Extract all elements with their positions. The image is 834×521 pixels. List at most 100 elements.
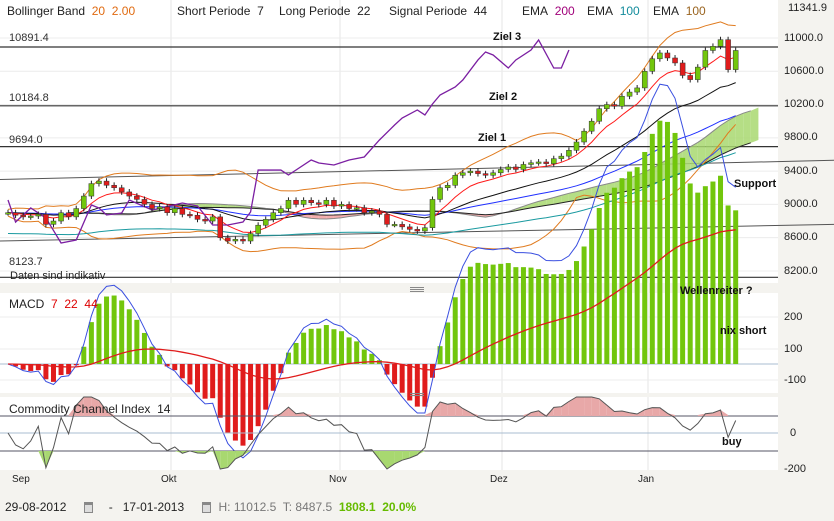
calendar-icon[interactable] xyxy=(84,502,94,514)
macd-bar xyxy=(589,229,595,364)
macd-bar xyxy=(66,364,72,375)
macd-bar xyxy=(695,192,701,364)
macd-bar xyxy=(710,181,716,364)
cci-overbought-fill xyxy=(621,410,630,416)
macd-bar xyxy=(369,353,375,364)
macd-legend[interactable]: MACD 7 22 44 xyxy=(9,297,98,311)
macd-bar xyxy=(490,264,496,364)
macd-bar xyxy=(483,264,489,364)
candle xyxy=(270,212,277,220)
candle xyxy=(217,216,223,238)
legend-value: 100 xyxy=(685,4,706,18)
candle xyxy=(149,204,155,209)
macd-bar xyxy=(452,297,458,364)
buy-annotation: buy xyxy=(722,436,742,448)
cci-overbought-fill xyxy=(83,397,92,416)
from-date-field[interactable]: 29-08-2012 xyxy=(5,500,67,514)
macd-bar xyxy=(316,328,322,364)
macd-bar xyxy=(210,364,216,399)
cci-overbought-fill xyxy=(553,406,562,416)
macd-bar xyxy=(407,364,413,401)
candle xyxy=(702,50,709,68)
candle xyxy=(414,229,421,232)
legend-label: Bollinger Band xyxy=(7,4,86,18)
cci-overbought-fill xyxy=(455,403,463,416)
candle xyxy=(732,50,739,70)
legend-label: MACD xyxy=(9,297,45,311)
candle xyxy=(81,195,87,209)
panel-resize-handle[interactable] xyxy=(410,287,424,292)
candle xyxy=(346,204,352,209)
legend-label: Short Periode xyxy=(177,4,251,18)
long-period-legend[interactable]: Long Periode 22 xyxy=(279,4,370,18)
candle xyxy=(422,227,428,232)
candle xyxy=(687,75,693,80)
signal-period-legend[interactable]: Signal Periode 44 xyxy=(389,4,487,18)
legend-value: 7 xyxy=(257,4,264,18)
candle xyxy=(604,104,610,109)
macd-bar xyxy=(164,364,170,367)
candle xyxy=(353,207,360,210)
footer-range: 29-08-2012 - 17-01-2013 H: 11012.5 T: 84… xyxy=(5,500,416,514)
bollinger-legend[interactable]: Bollinger Band 20 2.00 xyxy=(7,4,135,18)
ema100-brown-legend[interactable]: EMA 100 xyxy=(653,4,706,18)
candle xyxy=(12,212,19,216)
level-label: 10891.4 xyxy=(9,32,49,44)
macd-bar xyxy=(111,295,117,364)
candle xyxy=(88,183,95,197)
candle xyxy=(369,210,375,213)
target-3-annotation: Ziel 3 xyxy=(493,31,522,43)
cci-overbought-fill xyxy=(91,397,99,416)
candle xyxy=(225,237,231,242)
candle xyxy=(588,120,595,132)
candle xyxy=(520,164,527,170)
macd-bar xyxy=(422,364,428,407)
ema200-legend[interactable]: EMA 200 xyxy=(522,4,575,18)
macd-bar xyxy=(346,337,352,364)
ema100-teal-legend[interactable]: EMA 100 xyxy=(587,4,640,18)
calendar-icon[interactable] xyxy=(202,502,212,514)
level-label: 8123.7 xyxy=(9,256,43,268)
macd-bar xyxy=(581,246,587,364)
cci-overbought-fill xyxy=(576,397,585,416)
cci-oversold-fill xyxy=(417,451,425,455)
cloud-segment xyxy=(728,116,736,152)
macd-bar xyxy=(293,342,299,364)
macd-bar xyxy=(680,157,686,364)
legend-value: 44 xyxy=(84,297,98,311)
macd-bar xyxy=(96,303,102,364)
macd-axis-label: 100 xyxy=(784,343,803,355)
target-1-annotation: Ziel 1 xyxy=(478,132,507,144)
candle xyxy=(103,180,110,186)
macd-bar xyxy=(339,331,345,364)
cci-legend[interactable]: Commodity Channel Index 14 xyxy=(9,402,170,416)
panel-resize-handle[interactable] xyxy=(410,393,424,396)
cci-oversold-fill xyxy=(212,451,221,469)
macd-bar xyxy=(657,120,663,364)
candle xyxy=(399,224,405,228)
candle xyxy=(156,206,163,209)
change-percent: 20.0% xyxy=(382,500,417,514)
candle xyxy=(429,199,436,228)
candle xyxy=(126,191,133,197)
macd-bar xyxy=(308,328,314,364)
candle xyxy=(611,104,618,107)
short-period-legend[interactable]: Short Periode 7 xyxy=(177,4,264,18)
macd-bar xyxy=(88,322,94,364)
macd-bar xyxy=(460,279,466,364)
high-value: H: 11012.5 xyxy=(218,500,277,514)
candle xyxy=(111,185,117,189)
macd-bar xyxy=(513,267,519,364)
macd-bar xyxy=(119,300,125,364)
macd-bar xyxy=(50,364,56,382)
candle xyxy=(641,71,648,89)
macd-bar xyxy=(240,364,246,446)
cci-overbought-fill xyxy=(652,407,660,416)
candle xyxy=(202,219,208,222)
to-date-field[interactable]: 17-01-2013 xyxy=(122,500,185,514)
candle xyxy=(285,199,292,209)
level-label: 10184.8 xyxy=(9,92,49,104)
macd-bar xyxy=(187,364,193,385)
cci-oversold-fill xyxy=(379,451,387,469)
bollinger-upper xyxy=(7,21,736,210)
